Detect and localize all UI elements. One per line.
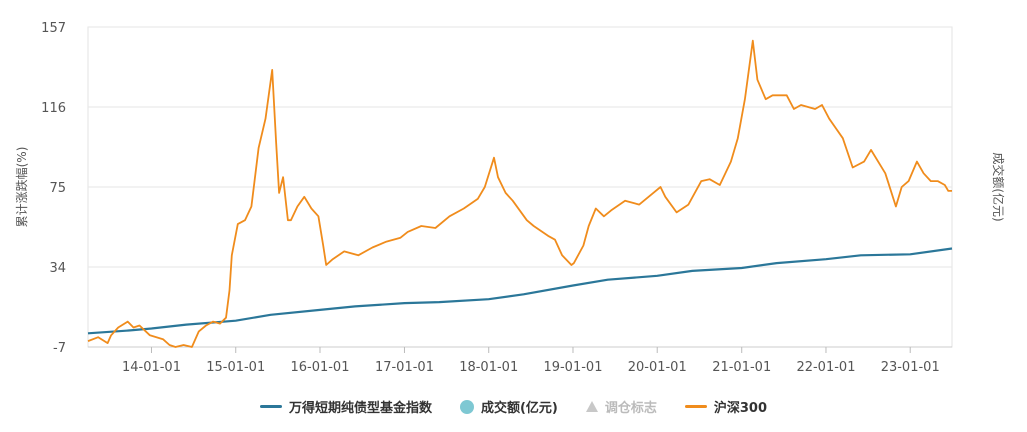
x-tick-label: 16-01-01	[290, 360, 349, 375]
legend-item[interactable]: 万得短期纯债型基金指数	[259, 397, 432, 416]
y-axis-title-left: 累计涨跌幅(%)	[14, 147, 29, 228]
legend-line-icon	[684, 405, 707, 408]
y-tick-label: 157	[41, 21, 66, 36]
series-layer	[87, 39, 953, 348]
legend-item[interactable]: 成交额(亿元)	[459, 397, 558, 416]
legend-label: 万得短期纯债型基金指数	[288, 401, 432, 416]
legend-label: 成交额(亿元)	[480, 401, 558, 416]
chart-legend: 万得短期纯债型基金指数 成交额(亿元) 调仓标志 沪深300	[0, 397, 1027, 416]
x-tick-label: 18-01-01	[459, 360, 518, 375]
y-tick-label: 116	[41, 101, 66, 116]
x-tick-label: 21-01-01	[712, 360, 771, 375]
legend-line-icon	[259, 405, 282, 408]
x-tick-label: 15-01-01	[206, 360, 265, 375]
series-line-bond-index	[87, 247, 953, 335]
y-tick-label: -7	[53, 341, 66, 356]
x-tick-label: 20-01-01	[628, 360, 687, 375]
legend-label: 沪深300	[713, 401, 768, 416]
y-axis-title-right: 成交额(亿元)	[991, 152, 1006, 221]
legend-circle-icon	[459, 399, 474, 414]
y-tick-label: 34	[49, 261, 66, 276]
x-tick-label: 23-01-01	[881, 360, 940, 375]
x-tick-label: 17-01-01	[375, 360, 434, 375]
x-tick-label: 19-01-01	[543, 360, 602, 375]
legend-item[interactable]: 沪深300	[684, 397, 768, 416]
legend-triangle-icon	[585, 401, 598, 412]
series-line-hs300	[87, 39, 952, 348]
y-tick-label: 75	[49, 181, 66, 196]
x-tick-label: 22-01-01	[796, 360, 855, 375]
gridlines	[87, 26, 953, 348]
x-tick-label: 14-01-01	[122, 360, 181, 375]
chart-svg: -7 34 75 116 157 14-01-01 15-01-01 16-01-01 17-…	[14, 21, 1006, 375]
y-axis-ticks: -7 34 75 116 157	[41, 21, 66, 356]
legend-item[interactable]: 调仓标志	[585, 397, 657, 416]
x-axis-ticks: 14-01-01 15-01-01 16-01-01 17-01-01 18-01-01…	[88, 346, 952, 375]
legend-label: 调仓标志	[604, 401, 657, 416]
